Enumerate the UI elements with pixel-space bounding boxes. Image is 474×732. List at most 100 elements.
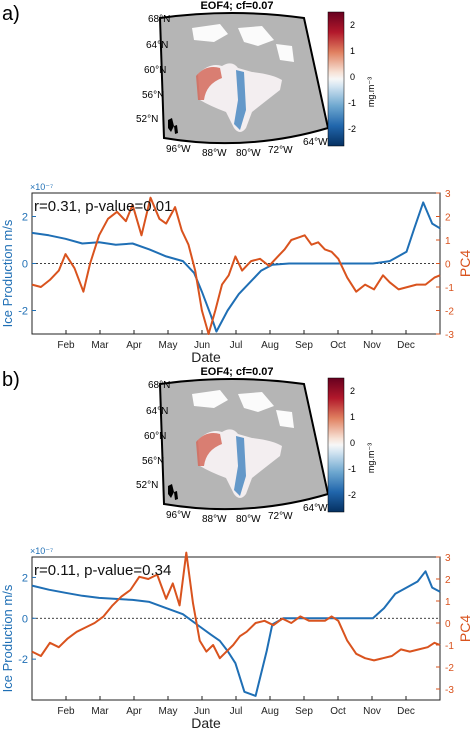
lon-label: 64°W <box>303 137 328 148</box>
correlation-annotation: r=0.11, p-value=0.34 <box>34 562 171 579</box>
lat-label: 64°N <box>146 406 168 417</box>
lat-label: 52°N <box>136 480 158 491</box>
lon-label: 64°W <box>303 503 328 514</box>
y-left-tick-label: 0 <box>22 613 28 625</box>
lat-label: 60°N <box>144 65 166 76</box>
x-tick-label: Sep <box>295 340 313 351</box>
y-right-axis-label: PC4 <box>457 615 473 642</box>
panel-label-b: b) <box>2 369 20 391</box>
y-right-tick-label: 3 <box>445 189 451 200</box>
lon-label: 72°W <box>268 511 293 522</box>
map-red-coast <box>196 67 222 100</box>
line-chart-a: Feb Mar Apr May Jun Jul Aug Sep Oct Nov Dec Date 2 0 -… <box>0 182 473 365</box>
y-left-exponent: ×10⁻⁷ <box>30 182 53 192</box>
x-tick-label: Jun <box>194 706 210 717</box>
y-left-axis-label: Ice Production m/s <box>0 584 15 692</box>
x-tick-label: Aug <box>261 340 279 351</box>
ice-production-line <box>31 201 441 333</box>
colorbar-tick: -2 <box>348 124 356 134</box>
y-right-tick-label: -1 <box>445 641 454 652</box>
map-title: EOF4; cf=0.07 <box>200 366 273 378</box>
colorbar-label: mg.m⁻³ <box>366 77 376 107</box>
lat-label: 52°N <box>136 114 158 125</box>
x-tick-label: Apr <box>126 340 142 351</box>
colorbar-tick: 1 <box>350 412 355 422</box>
lon-label: 88°W <box>202 514 227 525</box>
y-right-tick-label: -3 <box>445 685 454 696</box>
y-left-tick-label: -2 <box>18 654 28 666</box>
lat-label: 60°N <box>144 431 166 442</box>
ice-production-line <box>31 570 441 697</box>
map-north-islands <box>192 390 294 428</box>
lat-label: 68°N <box>148 380 170 391</box>
correlation-annotation: r=0.31, p-value=0.01 <box>34 198 172 215</box>
y-right-tick-label: 0 <box>445 260 451 271</box>
y-right-tick-label: 3 <box>445 553 451 564</box>
y-left-tick-label: 2 <box>22 572 28 584</box>
x-tick-label: Jul <box>230 340 243 351</box>
colorbar-tick: 2 <box>350 386 355 396</box>
map-blue-band <box>234 70 246 130</box>
x-axis-label: Date <box>191 349 221 365</box>
x-tick-label: Feb <box>57 340 75 351</box>
colorbar-tick: -1 <box>348 464 356 474</box>
map-black-islets <box>168 484 178 500</box>
lon-label: 72°W <box>268 145 293 156</box>
x-tick-label: Dec <box>397 706 415 717</box>
colorbar-tick: 0 <box>350 72 355 82</box>
y-right-tick-label: -2 <box>445 307 454 318</box>
lon-label: 88°W <box>202 148 227 159</box>
x-tick-label: Feb <box>57 706 75 717</box>
lat-label: 56°N <box>142 90 164 101</box>
x-tick-label: Nov <box>363 706 381 717</box>
x-tick-label: Jun <box>194 340 210 351</box>
plot-frame <box>31 556 441 701</box>
x-axis-label: Date <box>191 715 221 731</box>
y-left-exponent: ×10⁻⁷ <box>30 546 53 556</box>
lon-label: 96°W <box>166 510 191 521</box>
colorbar-a: 2 1 0 -1 -2 mg.m⁻³ <box>327 11 376 147</box>
x-tick-label: Jul <box>230 706 243 717</box>
x-tick-label: May <box>159 706 178 717</box>
colorbar-tick: 0 <box>350 438 355 448</box>
x-tick-label: Mar <box>91 340 109 351</box>
colorbar-label: mg.m⁻³ <box>366 443 376 473</box>
y-right-axis-label: PC4 <box>457 250 473 277</box>
colorbar-b: 2 1 0 -1 -2 mg.m⁻³ <box>327 377 376 513</box>
map-a: EOF4; cf=0.07 68°N 64°N 60°N 56°N 52°N 9… <box>136 0 330 159</box>
x-tick-label: Oct <box>330 706 346 717</box>
pc4-line <box>31 196 441 335</box>
y-right-tick-label: 2 <box>445 213 451 224</box>
colorbar-tick: 2 <box>350 20 355 30</box>
y-right-tick-label: 2 <box>445 575 451 586</box>
y-left-tick-label: 2 <box>22 212 28 224</box>
y-left-axis-label: Ice Production m/s <box>0 219 15 327</box>
lon-label: 96°W <box>166 144 191 155</box>
x-tick-label: May <box>159 340 178 351</box>
y-left-tick-label: 0 <box>22 259 28 271</box>
lon-label: 80°W <box>236 514 261 525</box>
x-tick-label: Nov <box>363 340 381 351</box>
y-right-tick-label: 1 <box>445 597 451 608</box>
map-b: EOF4; cf=0.07 68°N 64°N 60°N 56°N 52°N 9… <box>136 366 330 525</box>
lon-label: 80°W <box>236 148 261 159</box>
pc4-line <box>31 551 441 662</box>
x-tick-label: Apr <box>126 706 142 717</box>
colorbar-tick: -1 <box>348 98 356 108</box>
line-chart-b: Feb Mar Apr May Jun Jul Aug Sep Oct Nov Dec Date 2 0 -… <box>0 546 473 731</box>
y-left-tick-label: -2 <box>18 306 28 318</box>
map-north-islands <box>192 24 294 62</box>
colorbar-tick: 1 <box>350 46 355 56</box>
panel-label-a: a) <box>2 3 20 25</box>
map-blue-band <box>234 436 246 496</box>
y-right-tick-label: -2 <box>445 663 454 674</box>
lat-label: 68°N <box>148 14 170 25</box>
x-tick-label: Dec <box>397 340 415 351</box>
lat-label: 56°N <box>142 456 164 467</box>
colorbar-tick: -2 <box>348 490 356 500</box>
y-right-tick-label: -3 <box>445 330 454 341</box>
x-tick-label: Oct <box>330 340 346 351</box>
x-tick-label: Mar <box>91 706 109 717</box>
x-tick-label: Aug <box>261 706 279 717</box>
